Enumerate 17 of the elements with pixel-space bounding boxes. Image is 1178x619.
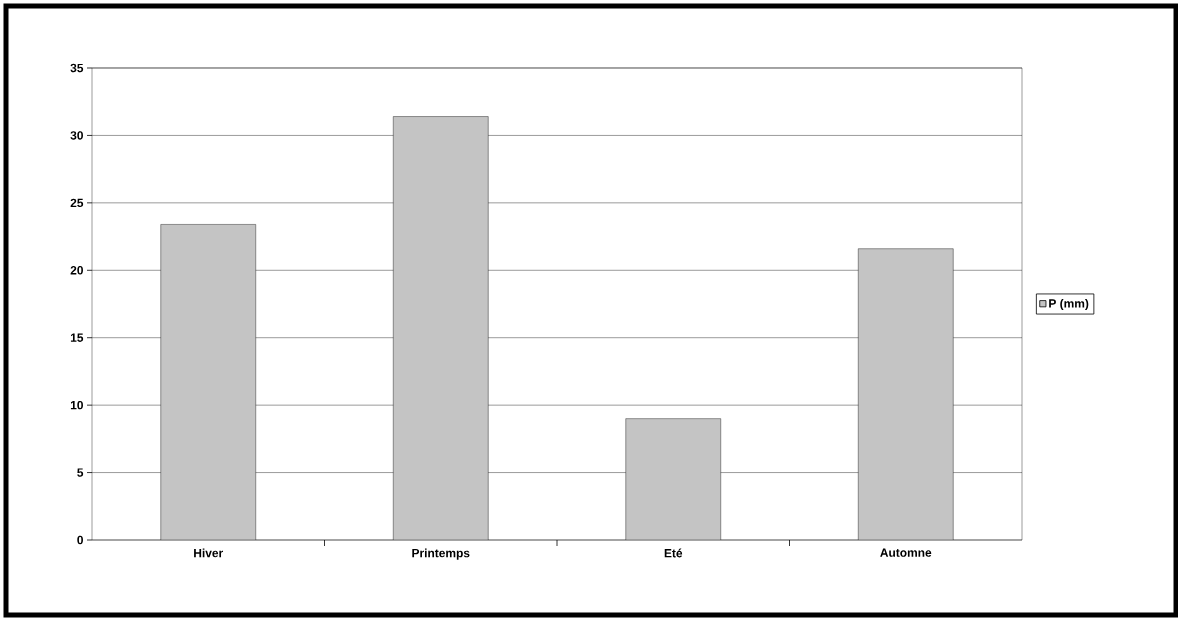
y-tick-label: 15: [70, 333, 84, 342]
bar: [393, 116, 489, 540]
y-tick-label: 20: [70, 266, 83, 275]
y-tick-label: 25: [70, 198, 84, 208]
x-tick-label: Printemps: [412, 548, 470, 560]
y-tick-label: 35: [70, 63, 84, 73]
y-tick-label: 30: [70, 131, 83, 140]
x-tick-label: Automne: [880, 548, 932, 557]
x-tick-label: Hiver: [194, 548, 224, 558]
y-tick-label: 5: [77, 468, 84, 477]
y-tick-label: 0: [77, 535, 83, 545]
legend-label: P (mm): [1049, 298, 1089, 311]
bar: [625, 418, 721, 540]
bar: [858, 248, 954, 540]
y-tick-label: 10: [70, 400, 83, 410]
bar: [160, 224, 256, 540]
x-tick-label: Eté: [664, 548, 683, 558]
